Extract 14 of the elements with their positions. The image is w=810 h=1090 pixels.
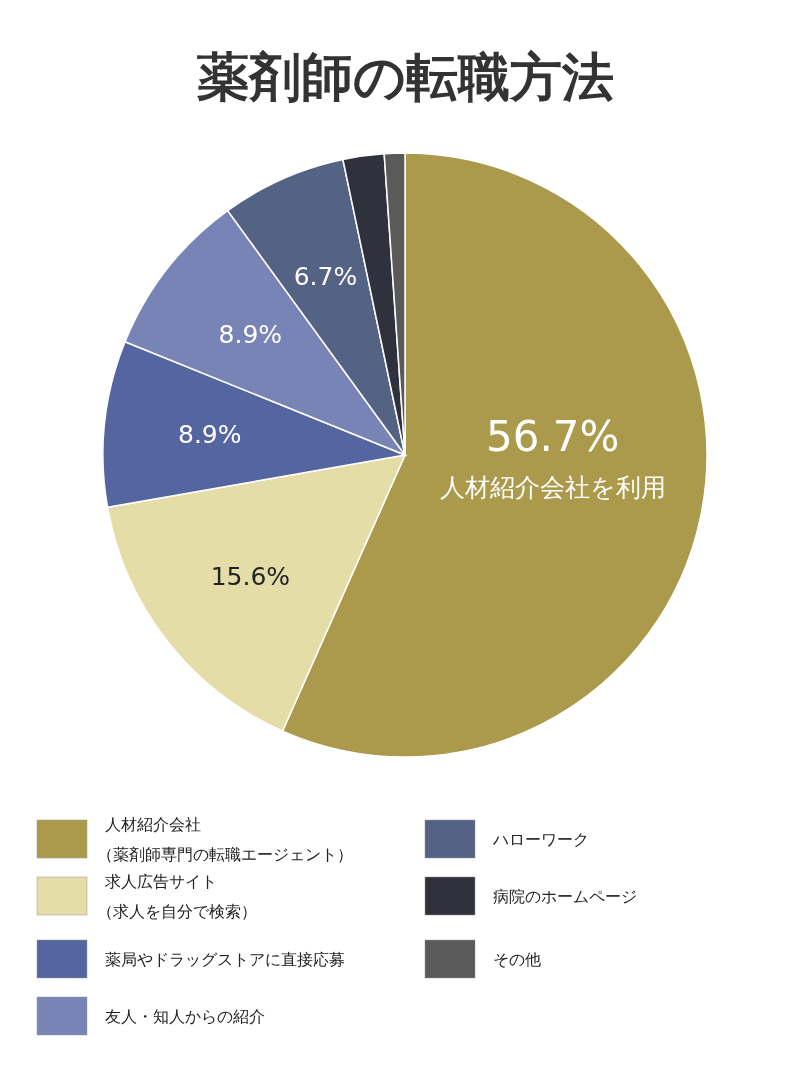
legend-label: 求人広告サイト（求人を自分で検索） [97, 872, 257, 921]
data-label: 6.7% [293, 261, 358, 291]
legend-label: 友人・知人からの紹介 [105, 1007, 265, 1026]
legend-label: 薬局やドラッグストアに直接応募 [105, 950, 345, 969]
legend-label: その他 [493, 950, 541, 969]
legend-label: 病院のホームページ [493, 887, 637, 906]
legend-label: ハローワーク [492, 830, 589, 849]
chart-title: 薬剤師の転職方法 [196, 47, 614, 107]
legend-label: 人材紹介会社（薬剤師専門の転職エージェント） [97, 815, 353, 864]
data-label: 56.7% [486, 412, 620, 462]
data-label: 15.6% [210, 561, 291, 591]
text: 人材紹介会社を利用 [439, 473, 666, 503]
data-label: 8.9% [218, 320, 283, 350]
data-label: 8.9% [178, 420, 242, 450]
